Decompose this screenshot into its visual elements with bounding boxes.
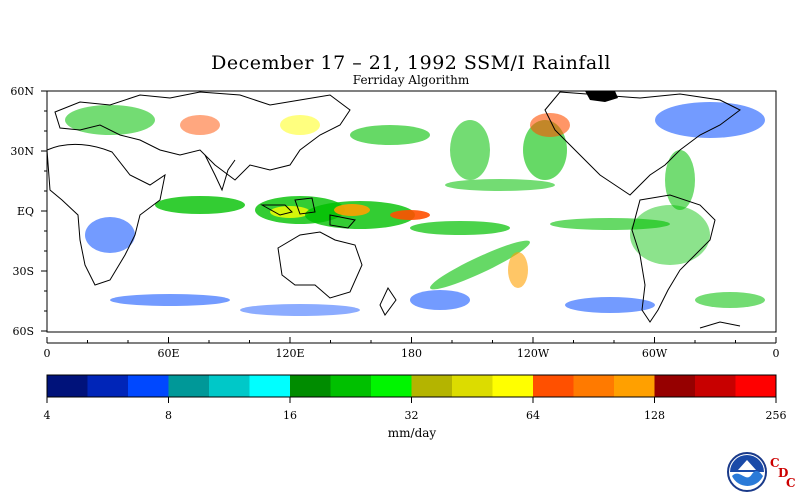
sumatra-coast <box>260 204 293 216</box>
rain-band <box>450 120 490 180</box>
credit-letter: D <box>778 466 789 480</box>
rain-band <box>280 115 320 135</box>
south-america-coast <box>631 194 716 323</box>
coastlines <box>46 91 741 329</box>
lat-ticks <box>41 90 47 332</box>
rain-band <box>565 297 655 313</box>
credit-letter: C <box>770 456 780 470</box>
new-guinea-coast <box>329 214 356 229</box>
rain-band <box>110 294 230 306</box>
colorbar-label: 128 <box>644 409 665 422</box>
colorbar-swatch <box>371 375 412 397</box>
rain-band <box>410 290 470 310</box>
new-zealand-coast <box>379 286 397 316</box>
colorbar-swatch <box>168 375 210 397</box>
colorbar-swatch <box>290 375 331 397</box>
rain-band <box>180 115 220 135</box>
colorbar-swatch <box>614 375 655 397</box>
australia-coast <box>277 231 363 299</box>
lon-label-0-east: 0 <box>772 347 780 360</box>
rain-band <box>85 217 135 253</box>
lat-label-60s: 60S <box>12 325 34 338</box>
noaa-logo <box>727 452 767 492</box>
antarctica-coast <box>699 321 741 329</box>
noaa-logo-bird <box>738 460 756 470</box>
map-panel <box>41 90 777 333</box>
map-subtitle: Ferriday Algorithm <box>352 73 470 87</box>
noaa-logo-sea <box>732 470 763 487</box>
lon-label-120e: 120E <box>275 347 305 360</box>
borneo-coast <box>294 197 316 215</box>
colorbar-label: 4 <box>43 409 51 422</box>
rain-band <box>445 179 555 191</box>
india-coast <box>204 154 236 192</box>
eurasia-coast <box>54 91 351 181</box>
colorbar-swatch <box>209 375 250 397</box>
colorbar <box>47 375 777 397</box>
lon-axis <box>46 337 777 344</box>
rain-band <box>550 218 670 230</box>
rain-band <box>508 252 528 288</box>
rain-band <box>390 210 430 220</box>
colorbar-label: 16 <box>283 409 297 422</box>
rain-band <box>655 102 765 138</box>
africa-coast <box>46 143 166 286</box>
colorbar-swatch <box>735 375 777 397</box>
colorbar-label: 256 <box>765 409 787 422</box>
rain-band <box>530 113 570 137</box>
colorbar-swatch <box>411 375 453 397</box>
colorbar-label: 8 <box>165 409 172 422</box>
rain-band <box>155 196 245 214</box>
colorbar-ticks <box>46 397 777 403</box>
colorbar-swatch <box>87 375 129 397</box>
colorbar-swatch <box>533 375 574 397</box>
colorbar-label: 64 <box>526 409 540 422</box>
colorbar-swatch <box>492 375 534 397</box>
north-america-coast <box>544 91 741 196</box>
rain-band <box>430 240 530 290</box>
map-title: December 17 – 21, 1992 SSM/I Rainfall <box>211 52 611 74</box>
colorbar-label: 32 <box>404 409 419 422</box>
lat-label-60n: 60N <box>10 85 34 98</box>
colorbar-swatch <box>452 375 493 397</box>
credit-letter: C <box>786 476 796 490</box>
lon-label-0: 0 <box>43 347 51 360</box>
colorbar-swatch <box>249 375 291 397</box>
rain-band <box>410 221 510 235</box>
rain-band <box>350 125 430 145</box>
colorbar-swatch <box>47 375 88 397</box>
rain-band <box>240 304 360 316</box>
lon-label-120w: 120W <box>516 347 550 360</box>
rain-field <box>65 102 765 316</box>
rain-band <box>334 204 370 216</box>
colorbar-swatch <box>695 375 736 397</box>
lon-label-180: 180 <box>401 347 422 360</box>
rain-band <box>630 205 710 265</box>
lat-label-eq: EQ <box>16 205 34 218</box>
colorbar-swatch <box>573 375 615 397</box>
lon-label-60w: 60W <box>641 347 668 360</box>
rain-band <box>695 292 765 308</box>
land-ice-patch <box>585 91 618 102</box>
rain-band <box>65 105 155 135</box>
lon-label-60e: 60E <box>157 347 180 360</box>
colorbar-units: mm/day <box>387 426 437 440</box>
colorbar-swatch <box>128 375 169 397</box>
colorbar-swatch <box>330 375 372 397</box>
colorbar-swatch <box>654 375 696 397</box>
rain-band <box>665 150 695 210</box>
lat-label-30s: 30S <box>12 265 34 278</box>
lat-label-30n: 30N <box>10 145 34 158</box>
